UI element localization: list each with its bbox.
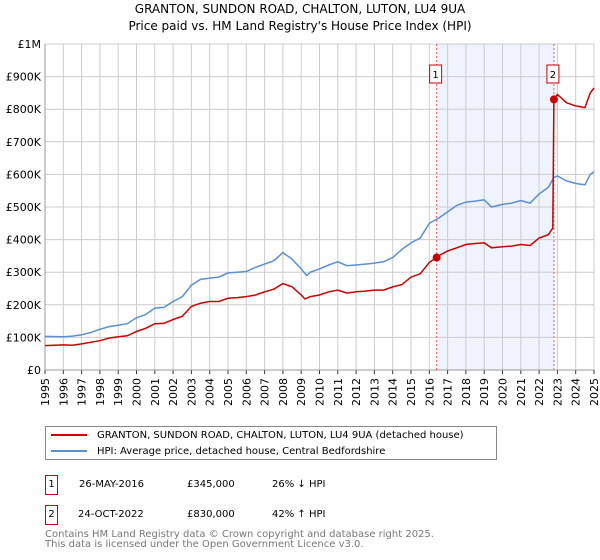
x-tick-label: 2020 (497, 378, 510, 406)
y-tick-label: £900K (6, 71, 42, 84)
x-tick-label: 2011 (332, 378, 345, 406)
legend-swatch-blue (51, 450, 87, 452)
x-tick-label: 2016 (423, 378, 436, 406)
price-paid-line (44, 87, 595, 347)
x-tick-label: 1999 (112, 378, 125, 406)
legend-item-hpi: HPI: Average price, detached house, Cent… (51, 443, 385, 459)
x-tick-label: 1995 (39, 378, 52, 406)
x-tick-label: 2008 (277, 378, 290, 406)
x-tick-label: 2007 (259, 378, 272, 406)
legend-swatch-red (51, 434, 87, 436)
y-tick-label: £200K (6, 299, 42, 312)
x-tick-label: 2024 (570, 378, 583, 406)
x-tick-label: 2006 (240, 378, 253, 406)
chart-subtitle: Price paid vs. HM Land Registry's House … (128, 19, 472, 33)
legend-label: GRANTON, SUNDON ROAD, CHALTON, LUTON, LU… (97, 429, 464, 441)
x-tick-label: 2017 (442, 378, 455, 406)
x-tick-label: 2004 (204, 378, 217, 406)
y-tick-label: £0 (27, 364, 41, 377)
x-tick-label: 2002 (167, 378, 180, 406)
sale-marker-box (429, 64, 443, 84)
sale-price: £345,000 (187, 479, 235, 490)
hpi-line (44, 171, 595, 338)
sale-marker-number: 2 (550, 70, 556, 81)
sale-point (549, 95, 558, 104)
sale-marker-box (546, 64, 560, 84)
x-tick-label: 2013 (368, 378, 381, 406)
sale-date: 24-OCT-2022 (78, 509, 144, 520)
sale-price: £830,000 (187, 509, 235, 520)
sale-date: 26-MAY-2016 (79, 479, 145, 490)
x-tick-label: 2012 (350, 378, 363, 406)
legend-label: HPI: Average price, detached house, Cent… (97, 445, 386, 457)
x-tick-label: 2014 (387, 378, 400, 406)
sale-point (432, 253, 441, 262)
x-tick-label: 2021 (515, 378, 528, 406)
legend-item-property: GRANTON, SUNDON ROAD, CHALTON, LUTON, LU… (51, 427, 464, 443)
x-tick-label: 2023 (551, 378, 564, 406)
y-tick-label: £300K (6, 266, 42, 279)
chart-title: GRANTON, SUNDON ROAD, CHALTON, LUTON, LU… (134, 2, 466, 16)
x-tick-label: 2000 (131, 378, 144, 406)
x-tick-label: 1998 (94, 378, 107, 406)
sale-hpi: 42% ↑ HPI (272, 509, 326, 520)
y-tick-label: £400K (6, 234, 42, 247)
y-tick-label: £100K (6, 331, 42, 344)
x-tick-label: 2015 (405, 378, 418, 406)
footer-line-2: This data is licensed under the Open Gov… (45, 539, 364, 550)
x-tick-label: 1996 (57, 378, 70, 406)
x-tick-label: 1997 (76, 378, 89, 406)
x-tick-label: 2025 (588, 378, 600, 406)
x-tick-label: 2022 (533, 378, 546, 406)
footer: Contains HM Land Registry data © Crown c… (45, 530, 434, 550)
x-tick-label: 2009 (295, 378, 308, 406)
x-tick-label: 2018 (460, 378, 473, 406)
y-tick-label: £500K (6, 201, 42, 214)
sale-marker-label: 1 (45, 475, 58, 495)
x-tick-label: 2005 (222, 378, 235, 406)
plot-area: £0 £100K £200K £300K £400K £500K £600K £700K £80… (6, 38, 600, 406)
y-tick-label: £700K (6, 136, 42, 149)
sale-hpi: 26% ↓ HPI (272, 479, 326, 490)
x-tick-label: 2001 (149, 378, 162, 406)
footer-line-1: Contains HM Land Registry data © Crown c… (45, 529, 434, 540)
y-tick-label: £800K (6, 103, 42, 116)
x-tick-label: 2019 (478, 378, 491, 406)
sale-marker-label: 2 (45, 505, 58, 525)
y-tick-label: £1M (18, 38, 42, 51)
x-tick-label: 2003 (185, 378, 198, 406)
sale-marker-number: 1 (432, 70, 438, 81)
legend: GRANTON, SUNDON ROAD, CHALTON, LUTON, LU… (45, 426, 497, 460)
y-tick-label: £600K (6, 168, 42, 181)
x-tick-label: 2010 (314, 378, 327, 406)
